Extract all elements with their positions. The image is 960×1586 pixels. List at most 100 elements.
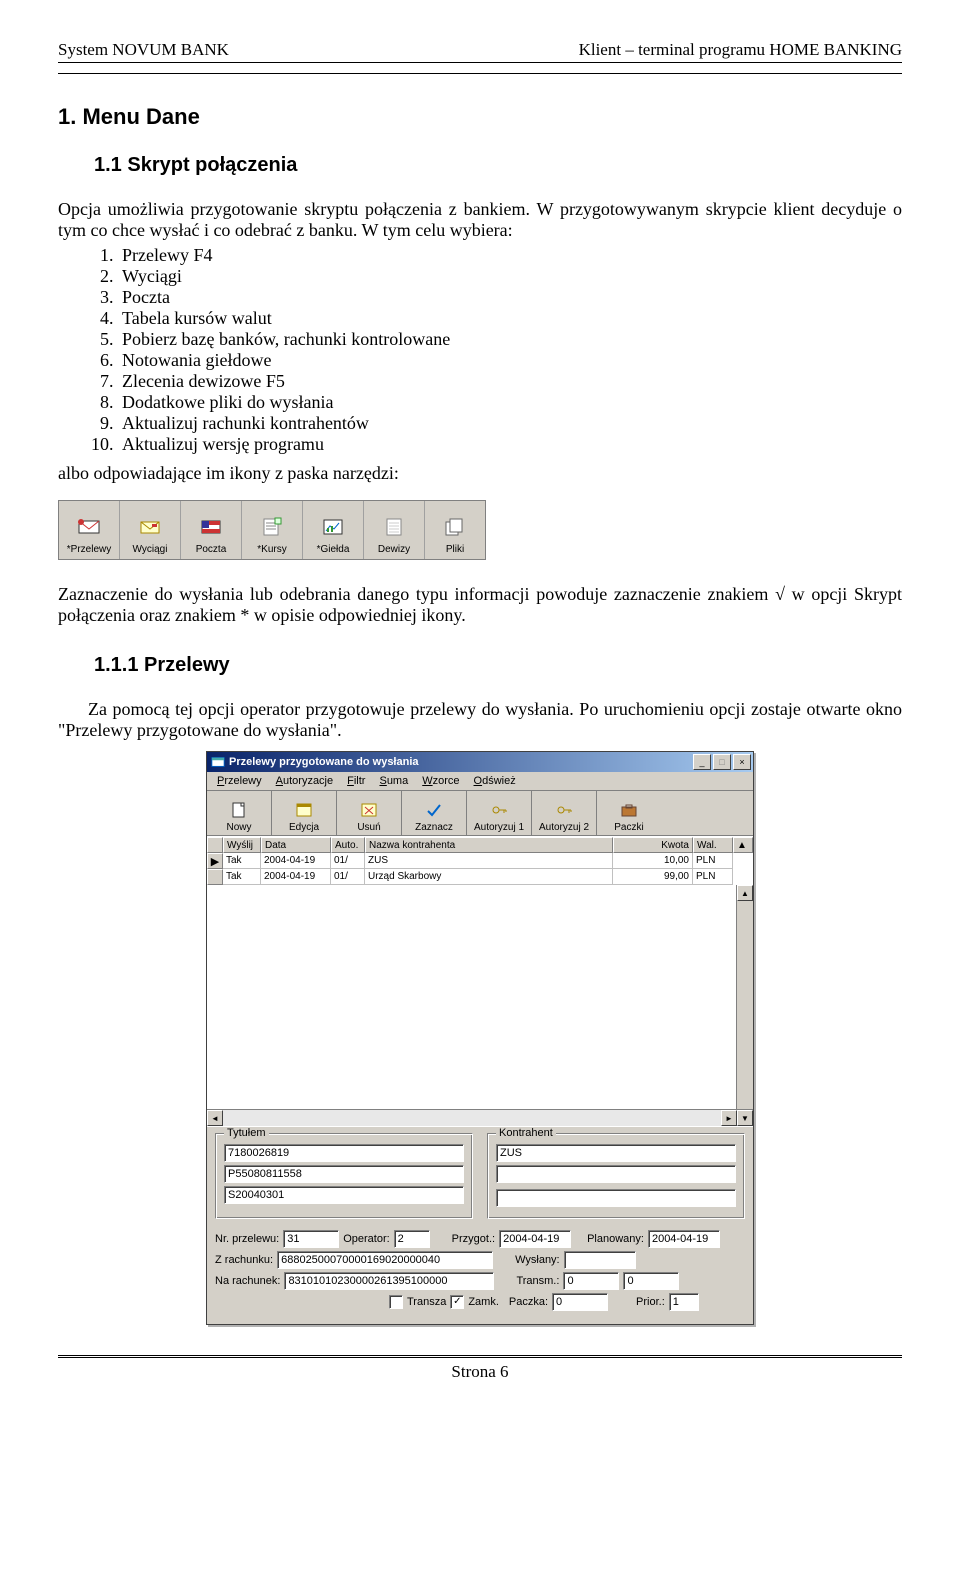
list-item: Aktualizuj wersję programu xyxy=(118,434,902,455)
paragraph: Zaznaczenie do wysłania lub odebrania da… xyxy=(58,584,902,626)
scroll-down-arrow[interactable]: ▼ xyxy=(737,1110,753,1126)
toolbar-button[interactable]: Edycja xyxy=(272,791,337,835)
list-item: Dodatkowe pliki do wysłania xyxy=(118,392,902,413)
table-row[interactable]: Tak2004-04-1901/Urząd Skarbowy99,00PLN xyxy=(207,869,753,885)
toolbar-button[interactable]: *Giełda xyxy=(303,501,364,559)
data-grid: WyślijDataAuto.Nazwa kontrahentaKwotaWal… xyxy=(207,836,753,1126)
toolbar-button[interactable]: *Kursy xyxy=(242,501,303,559)
column-header[interactable] xyxy=(207,837,223,853)
narachunek-field[interactable]: 83101010230000261395100000 xyxy=(284,1272,494,1290)
transza-checkbox[interactable] xyxy=(389,1295,403,1309)
paczka-label: Paczka: xyxy=(509,1296,548,1308)
cell-wal: PLN xyxy=(693,853,733,869)
prior-field[interactable]: 1 xyxy=(669,1293,699,1311)
zamk-checkbox[interactable] xyxy=(450,1295,464,1309)
cell-wal: PLN xyxy=(693,869,733,885)
scroll-right-arrow[interactable]: ► xyxy=(721,1110,737,1126)
menu-item[interactable]: Wzorce xyxy=(416,774,465,788)
kontrahent-field-3[interactable] xyxy=(496,1189,736,1207)
vertical-scrollbar[interactable]: ▲ xyxy=(736,885,753,1109)
menu-item[interactable]: Suma xyxy=(373,774,414,788)
column-header[interactable]: Wal. xyxy=(693,837,733,853)
menubar: PrzelewyAutoryzacjeFiltrSumaWzorceOdświe… xyxy=(207,772,753,791)
cell-kwota: 10,00 xyxy=(613,853,693,869)
nr-przelewu-label: Nr. przelewu: xyxy=(215,1233,279,1245)
dialog-window: Przelewy przygotowane do wysłania _ □ × … xyxy=(206,751,754,1325)
header-right: Klient – terminal programu HOME BANKING xyxy=(579,40,902,60)
menu-item[interactable]: Autoryzacje xyxy=(270,774,339,788)
toolbar-button[interactable]: Usuń xyxy=(337,791,402,835)
row-marker xyxy=(207,869,223,885)
maximize-button[interactable]: □ xyxy=(713,754,731,770)
column-header[interactable]: Data xyxy=(261,837,331,853)
menu-item[interactable]: Odśwież xyxy=(468,774,522,788)
list-item: Notowania giełdowe xyxy=(118,350,902,371)
toolbar-button[interactable]: *Przelewy xyxy=(59,501,120,559)
column-header[interactable]: Auto. xyxy=(331,837,365,853)
tytulem-field-1[interactable]: 7180026819 xyxy=(224,1144,464,1162)
scroll-left-arrow[interactable]: ◄ xyxy=(207,1110,223,1126)
key-icon xyxy=(489,800,509,820)
cell-kwota: 99,00 xyxy=(613,869,693,885)
toolbar-button[interactable]: Dewizy xyxy=(364,501,425,559)
tytulem-field-3[interactable]: S20040301 xyxy=(224,1186,464,1204)
kontrahent-field-2[interactable] xyxy=(496,1165,736,1183)
list-item: Wyciągi xyxy=(118,266,902,287)
toolbar-label: Pliki xyxy=(446,544,464,555)
column-header[interactable]: Nazwa kontrahenta xyxy=(365,837,613,853)
toolbar-button[interactable]: Pliki xyxy=(425,501,485,559)
cell-wyslij: Tak xyxy=(223,869,261,885)
header-left: System NOVUM BANK xyxy=(58,40,229,60)
toolbar-label: Poczta xyxy=(196,544,227,555)
section-1-1-1-heading: 1.1.1 Przelewy xyxy=(94,654,902,677)
toolbar-button[interactable]: Nowy xyxy=(207,791,272,835)
minimize-button[interactable]: _ xyxy=(693,754,711,770)
cell-auto: 01/ xyxy=(331,853,365,869)
case-icon xyxy=(619,800,639,820)
note-icon xyxy=(259,514,285,540)
toolbar-label: *Kursy xyxy=(257,544,286,555)
grid-empty: ▲ xyxy=(207,885,753,1109)
transm-field[interactable]: 0 xyxy=(563,1272,619,1290)
kontrahent-field-1[interactable]: ZUS xyxy=(496,1144,736,1162)
przygot-field[interactable]: 2004-04-19 xyxy=(499,1230,571,1248)
toolbar-button[interactable]: Autoryzuj 1 xyxy=(467,791,532,835)
flag-icon xyxy=(198,514,224,540)
section-1-heading: 1. Menu Dane xyxy=(58,104,902,130)
titlebar: Przelewy przygotowane do wysłania _ □ × xyxy=(207,752,753,772)
toolbar-button[interactable]: Zaznacz xyxy=(402,791,467,835)
edit-icon xyxy=(294,800,314,820)
toolbar-button[interactable]: Autoryzuj 2 xyxy=(532,791,597,835)
tytulem-field-2[interactable]: P55080811558 xyxy=(224,1165,464,1183)
operator-field[interactable]: 2 xyxy=(394,1230,430,1248)
close-button[interactable]: × xyxy=(733,754,751,770)
nr-przelewu-field[interactable]: 31 xyxy=(283,1230,339,1248)
zrachunku-field[interactable]: 68802500070000169020000040 xyxy=(277,1251,493,1269)
toolbar-label: Wyciągi xyxy=(133,544,168,555)
toolbar-button[interactable]: Poczta xyxy=(181,501,242,559)
paczka-field[interactable]: 0 xyxy=(552,1293,608,1311)
wyslany-field[interactable] xyxy=(564,1251,636,1269)
menu-item[interactable]: Przelewy xyxy=(211,774,268,788)
list-item: Poczta xyxy=(118,287,902,308)
check-icon xyxy=(424,800,444,820)
toolbar-button[interactable]: Paczki xyxy=(597,791,661,835)
table-row[interactable]: ▶Tak2004-04-1901/ZUS10,00PLN xyxy=(207,853,753,869)
menu-item[interactable]: Filtr xyxy=(341,774,371,788)
scroll-up-arrow[interactable]: ▲ xyxy=(737,885,753,901)
transm2-field[interactable]: 0 xyxy=(623,1272,679,1290)
row-marker: ▶ xyxy=(207,853,223,869)
column-header[interactable]: Kwota xyxy=(613,837,693,853)
paragraph: albo odpowiadające im ikony z paska narz… xyxy=(58,463,902,484)
column-header[interactable]: Wyślij xyxy=(223,837,261,853)
window-icon xyxy=(211,755,225,769)
cell-data: 2004-04-19 xyxy=(261,869,331,885)
horizontal-scrollbar[interactable]: ◄ ► ▼ xyxy=(207,1109,753,1126)
page-number: Strona 6 xyxy=(58,1357,902,1382)
operator-label: Operator: xyxy=(343,1233,389,1245)
planowany-field[interactable]: 2004-04-19 xyxy=(648,1230,720,1248)
transza-label: Transza xyxy=(407,1296,446,1308)
toolbar-label: *Giełda xyxy=(317,544,350,555)
envelope-icon xyxy=(137,514,163,540)
toolbar-button[interactable]: Wyciągi xyxy=(120,501,181,559)
